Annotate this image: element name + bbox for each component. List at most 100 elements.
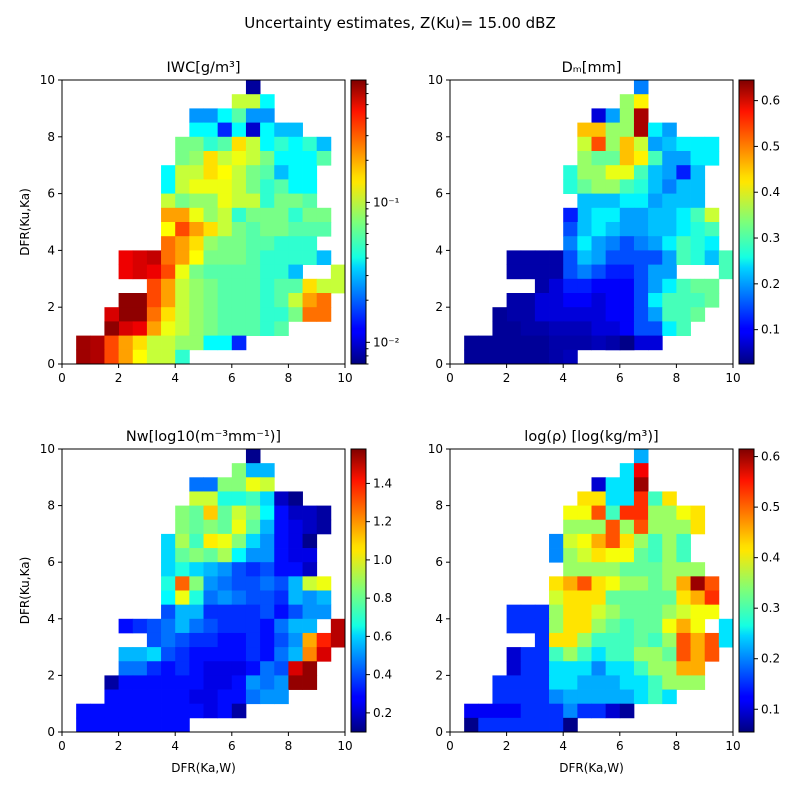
heatmap-cell bbox=[464, 335, 479, 351]
heatmap-cell bbox=[260, 618, 275, 634]
heatmap-cell bbox=[662, 689, 677, 705]
heatmap-cell bbox=[648, 689, 663, 705]
heatmap-cell bbox=[676, 307, 691, 322]
heatmap-cell bbox=[274, 207, 289, 223]
heatmap-cell bbox=[648, 519, 663, 535]
heatmap-cell bbox=[203, 661, 219, 676]
heatmap-cell bbox=[146, 618, 162, 634]
heatmap-cell bbox=[203, 632, 219, 648]
heatmap-cell bbox=[534, 661, 550, 676]
heatmap-cell bbox=[175, 576, 190, 591]
heatmap-cell bbox=[676, 661, 691, 676]
heatmap-cell bbox=[676, 321, 691, 336]
heatmap-cell bbox=[288, 647, 303, 662]
heatmap-cell bbox=[577, 661, 592, 676]
heatmap-cell bbox=[104, 321, 119, 336]
heatmap-cell bbox=[633, 222, 649, 237]
heatmap-cell bbox=[90, 703, 105, 719]
heatmap-cell bbox=[619, 307, 635, 322]
heatmap-cell bbox=[175, 250, 190, 265]
heatmap-cell bbox=[704, 576, 720, 591]
heatmap-cell bbox=[260, 193, 275, 209]
heatmap-cell bbox=[648, 250, 663, 265]
heatmap-cell bbox=[316, 604, 332, 620]
heatmap-cell bbox=[633, 632, 649, 648]
heatmap-cell bbox=[648, 307, 663, 322]
heatmap-cell bbox=[302, 533, 318, 549]
heatmap-cell bbox=[605, 632, 621, 648]
heatmap-cell bbox=[662, 278, 677, 294]
heatmap-cell bbox=[203, 193, 219, 209]
heatmap-cell bbox=[648, 562, 663, 577]
heatmap-cell bbox=[302, 250, 318, 265]
heatmap-cell bbox=[316, 222, 332, 237]
heatmap-cell bbox=[605, 236, 621, 251]
heatmap-cell bbox=[563, 675, 578, 690]
heatmap-cell bbox=[704, 293, 720, 308]
heatmap-cell bbox=[288, 236, 303, 251]
heatmap-cell bbox=[175, 293, 190, 308]
heatmap-cell bbox=[231, 307, 247, 322]
heatmap-cell bbox=[577, 647, 592, 662]
heatmap-cell bbox=[520, 661, 536, 676]
heatmap-cell bbox=[118, 618, 134, 634]
heatmap-cell bbox=[591, 236, 607, 251]
heatmap-cell bbox=[549, 604, 564, 620]
heatmap-cell bbox=[648, 604, 663, 620]
heatmap-cell bbox=[633, 278, 649, 294]
heatmap-cell bbox=[316, 278, 332, 294]
heatmap-cell bbox=[245, 449, 261, 464]
heatmap-cell bbox=[563, 165, 578, 180]
heatmap-cell bbox=[189, 307, 204, 322]
heatmap-cell bbox=[104, 675, 119, 690]
heatmap-cell bbox=[175, 165, 190, 180]
x-tick-label: 10 bbox=[337, 371, 352, 385]
heatmap-cell bbox=[274, 250, 289, 265]
heatmap-cell bbox=[648, 533, 663, 549]
heatmap-cell bbox=[217, 222, 233, 237]
heatmap-cell bbox=[633, 689, 649, 705]
heatmap-cell bbox=[217, 321, 233, 336]
heatmap-cell bbox=[288, 604, 303, 620]
heatmap-cell bbox=[591, 647, 607, 662]
heatmap-cell bbox=[690, 136, 706, 152]
heatmap-cell bbox=[245, 689, 261, 705]
heatmap-cell bbox=[563, 236, 578, 251]
heatmap-cell bbox=[704, 236, 720, 251]
heatmap-cell bbox=[676, 647, 691, 662]
heatmap-cell bbox=[274, 165, 289, 180]
heatmap-cell bbox=[302, 675, 318, 690]
heatmap-cell bbox=[690, 675, 706, 690]
heatmap-cell bbox=[132, 689, 148, 705]
heatmap-cell bbox=[549, 647, 564, 662]
heatmap-cell bbox=[274, 548, 289, 563]
heatmap-cell bbox=[330, 632, 346, 648]
heatmap-cell bbox=[577, 548, 592, 563]
heatmap-cell bbox=[619, 590, 635, 606]
heatmap-cell bbox=[231, 576, 247, 591]
heatmap-cell bbox=[274, 491, 289, 506]
heatmap-cell bbox=[161, 689, 176, 705]
heatmap-cell bbox=[288, 165, 303, 180]
heatmap-cell bbox=[520, 703, 536, 719]
heatmap-cell bbox=[161, 264, 176, 280]
heatmap-cell bbox=[260, 661, 275, 676]
heatmap-cell bbox=[605, 604, 621, 620]
y-tick-label: 8 bbox=[435, 499, 443, 513]
heatmap-cell bbox=[231, 264, 247, 280]
heatmap-cell bbox=[704, 604, 720, 620]
heatmap-cell bbox=[260, 293, 275, 308]
heatmap-cell bbox=[591, 491, 607, 506]
heatmap-cell bbox=[189, 618, 204, 634]
heatmap-cell bbox=[260, 278, 275, 294]
heatmap-cell bbox=[161, 576, 176, 591]
heatmap-cell bbox=[161, 321, 176, 336]
heatmap-cell bbox=[662, 307, 677, 322]
heatmap-cell bbox=[563, 604, 578, 620]
heatmap-cell bbox=[231, 179, 247, 194]
heatmap-cell bbox=[648, 222, 663, 237]
heatmap-cell bbox=[563, 647, 578, 662]
heatmap-cell bbox=[245, 647, 261, 662]
heatmap-cell bbox=[690, 151, 706, 166]
y-tick-label: 4 bbox=[47, 243, 55, 257]
